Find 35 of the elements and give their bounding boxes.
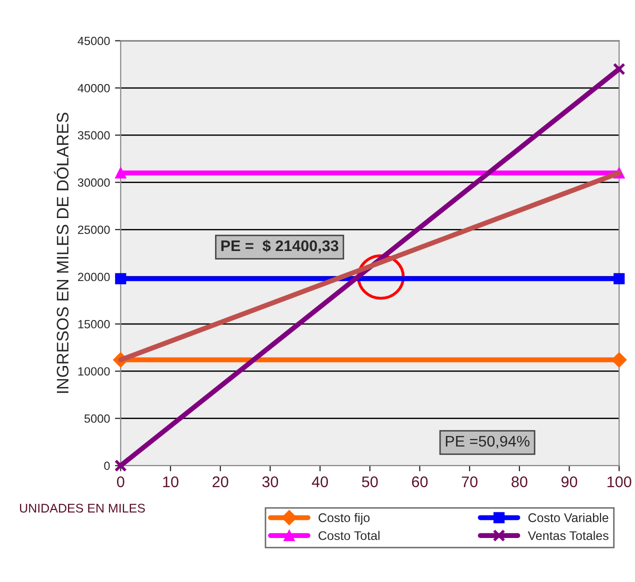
x-tick-label: 60 bbox=[412, 476, 428, 488]
y-tick-label: 25000 bbox=[78, 226, 110, 234]
x-tick-label: 0 bbox=[117, 476, 124, 488]
y-tick-label: 20000 bbox=[78, 272, 110, 282]
annotation: PE =50,94% bbox=[446, 436, 530, 448]
x-tick-label: 40 bbox=[312, 476, 328, 488]
legend-label: Costo Total bbox=[318, 530, 380, 540]
x-tick-label: 90 bbox=[562, 476, 578, 488]
y-tick-label: 40000 bbox=[78, 84, 110, 92]
x-tick-label: 50 bbox=[362, 476, 378, 488]
y-tick-label: 45000 bbox=[78, 36, 110, 46]
annotation: PE = $ 21400,33 bbox=[221, 240, 338, 254]
y-axis-title: INGRESOS EN MILES DE DÓLARES bbox=[54, 112, 69, 393]
y-tick-label: 35000 bbox=[78, 131, 110, 140]
point bbox=[114, 459, 127, 472]
x-tick-label: 30 bbox=[262, 476, 278, 488]
y-tick-label: 30000 bbox=[78, 178, 110, 187]
x-tick-label: 20 bbox=[212, 476, 228, 488]
legend-label: Costo Variable bbox=[528, 512, 608, 522]
point bbox=[614, 273, 625, 284]
y-tick-label: 0 bbox=[104, 462, 110, 470]
x-tick-label: 10 bbox=[163, 476, 178, 488]
legend-label: Costo fijo bbox=[318, 512, 370, 525]
point bbox=[115, 273, 126, 284]
x-axis-title: UNIDADES EN MILES bbox=[20, 504, 145, 513]
point bbox=[612, 352, 627, 368]
point bbox=[115, 167, 126, 178]
point bbox=[612, 62, 626, 76]
x-tick-label: 80 bbox=[512, 476, 528, 488]
legend-label: Ventas Totales bbox=[528, 530, 608, 540]
x-tick-label: 100 bbox=[608, 476, 632, 488]
x-tick-label: 70 bbox=[462, 476, 478, 488]
y-tick-label: 10000 bbox=[78, 367, 110, 376]
y-tick-label: 5000 bbox=[84, 414, 110, 423]
y-tick-label: 15000 bbox=[78, 320, 110, 328]
